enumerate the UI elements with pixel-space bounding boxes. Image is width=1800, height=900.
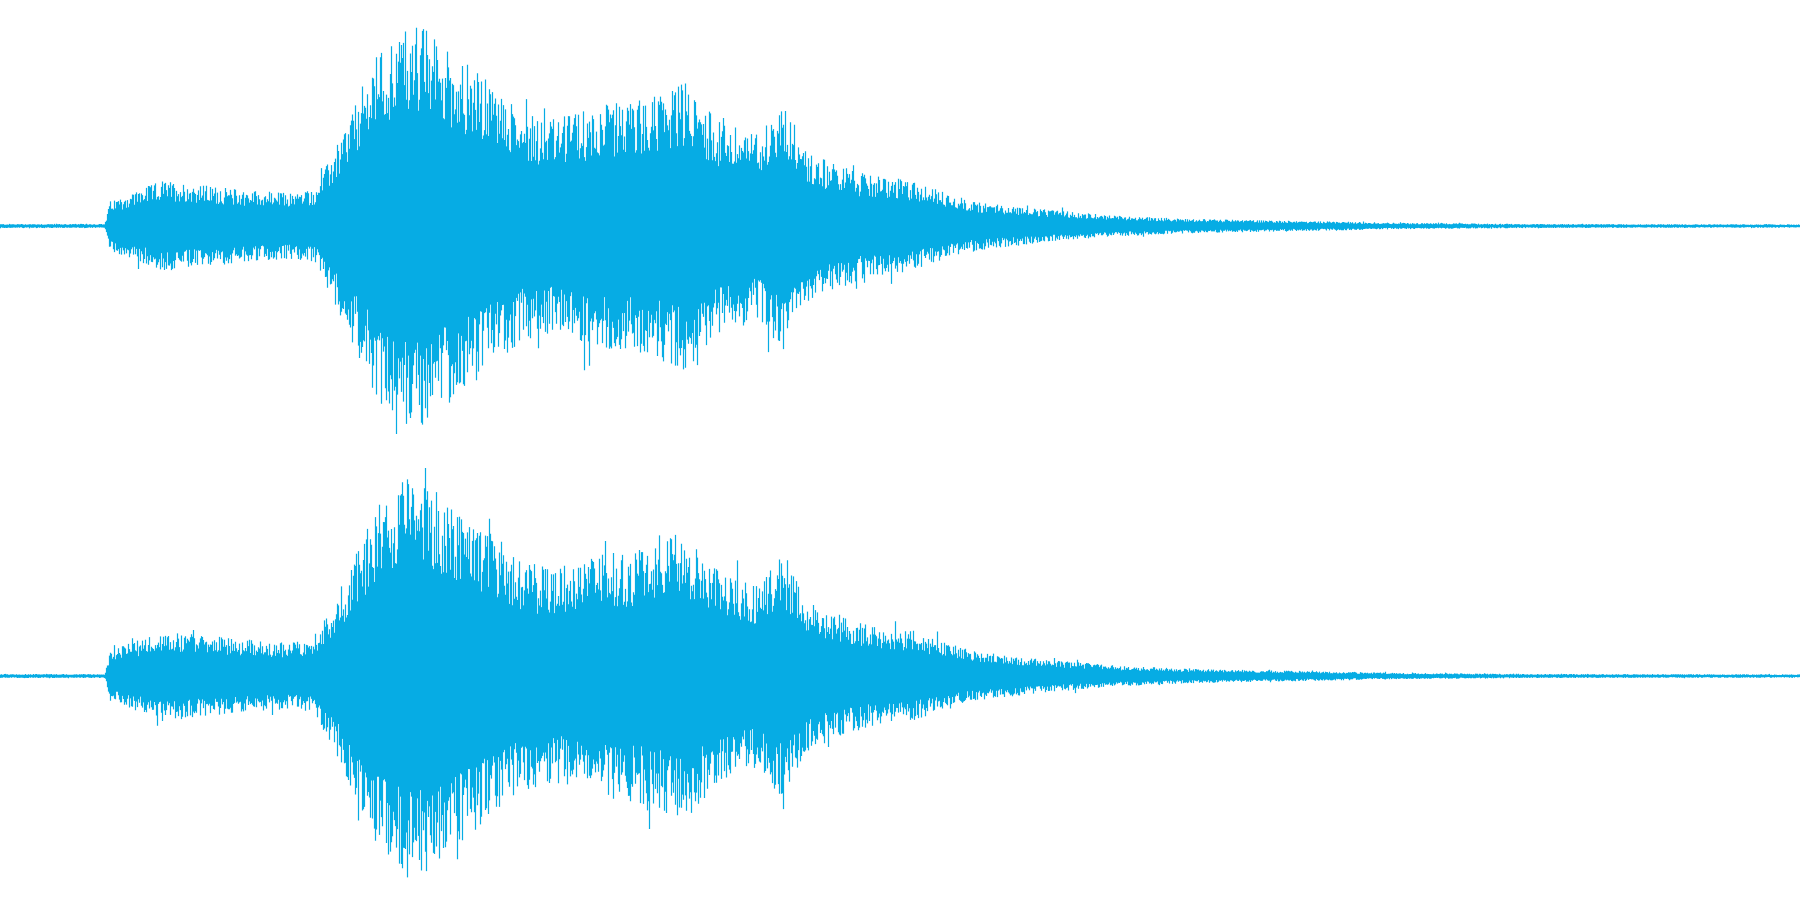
channel-2-waveform (0, 468, 1800, 878)
channel-1-waveform (0, 27, 1800, 434)
waveform-path (0, 27, 1800, 434)
waveform-path (0, 468, 1800, 878)
